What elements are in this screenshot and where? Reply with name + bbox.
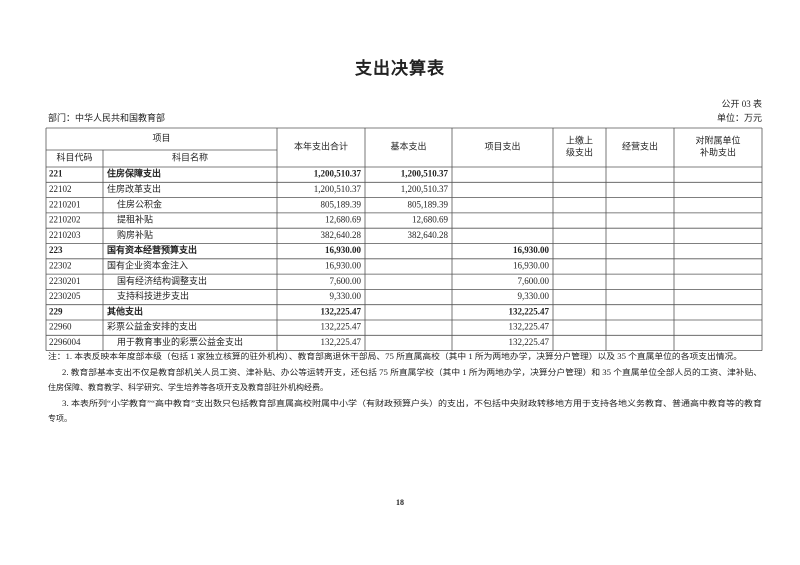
note-line: 3. 本表所列“小学教育”“高中教育”支出数只包括教育部直属高校附属中小学（有财… (62, 398, 762, 408)
subject-code: 221 (49, 169, 63, 179)
column-header: 项目支出 (484, 141, 520, 152)
amount: 7,600.00 (330, 276, 362, 286)
note-line: 专项。 (48, 413, 72, 423)
column-header: 基本支出 (390, 141, 426, 152)
subject-code: 22102 (49, 184, 72, 194)
column-header: 本年支出合计 (294, 141, 348, 152)
subject-name: 其他支出 (107, 305, 143, 316)
subject-code: 229 (49, 306, 63, 316)
department: 部门：中华人民共和国教育部 (48, 112, 165, 123)
subject-code: 2210201 (49, 199, 81, 209)
subject-name: 用于教育事业的彩票公益金支出 (117, 336, 243, 347)
subject-name: 国有资本经营预算支出 (107, 244, 197, 255)
subject-name: 购房补贴 (117, 229, 153, 240)
page-number: 18 (396, 498, 404, 507)
amount: 12,680.69 (325, 215, 362, 225)
amount: 382,640.28 (321, 230, 362, 240)
amount: 16,930.00 (325, 261, 362, 271)
subject-code: 2296004 (49, 337, 81, 347)
subject-code: 2230201 (49, 276, 81, 286)
subject-code: 223 (49, 245, 63, 255)
amount: 16,930.00 (513, 261, 550, 271)
column-header: 经营支出 (622, 141, 658, 152)
subject-name: 住房保障支出 (107, 168, 161, 179)
amount: 16,930.00 (513, 245, 550, 255)
subject-name: 国有企业资本金注入 (107, 260, 188, 271)
note-line: 注：1. 本表反映本年度部本级（包括 1 家独立核算的驻外机构）、教育部离退休干… (48, 351, 742, 361)
subject-code: 22302 (49, 261, 72, 271)
amount: 1,200,510.37 (314, 184, 362, 194)
form-number: 公开 03 表 (721, 98, 762, 109)
subject-code: 22960 (49, 322, 72, 332)
amount: 132,225.47 (509, 322, 550, 332)
amount: 382,640.28 (408, 230, 449, 240)
amount: 805,189.39 (408, 199, 449, 209)
amount: 132,225.47 (321, 306, 362, 316)
column-header: 对附属单位 (695, 135, 740, 146)
title: 支出决算表 (355, 58, 445, 78)
amount: 805,189.39 (321, 199, 362, 209)
note-line: 住房保障、教育教学、科学研究、学生培养等各项开支及教育部驻外机构经费。 (48, 382, 328, 392)
column-header: 科目名称 (172, 152, 208, 163)
amount: 9,330.00 (518, 291, 550, 301)
amount: 132,225.47 (321, 322, 362, 332)
subject-name: 提租补贴 (117, 214, 153, 225)
subject-name: 住房改革支出 (107, 183, 161, 194)
group-header: 项目 (152, 133, 170, 143)
column-header: 补助支出 (700, 147, 736, 158)
subject-name: 支持科技进步支出 (117, 290, 189, 301)
column-header: 科目代码 (56, 152, 92, 163)
subject-code: 2210202 (49, 215, 81, 225)
amount: 1,200,510.37 (401, 184, 449, 194)
amount: 132,225.47 (509, 306, 550, 316)
amount: 7,600.00 (518, 276, 550, 286)
amount: 132,225.47 (509, 337, 550, 347)
unit: 单位：万元 (717, 112, 762, 123)
subject-name: 彩票公益金安排的支出 (107, 321, 197, 332)
column-header: 级支出 (566, 147, 593, 158)
subject-name: 住房公积金 (117, 198, 162, 209)
note-line: 2. 教育部基本支出不仅是教育部机关人员工资、津补贴、办公等运转开支，还包括 7… (62, 367, 762, 377)
amount: 1,200,510.37 (401, 169, 449, 179)
amount: 1,200,510.37 (314, 169, 362, 179)
subject-code: 2230205 (49, 291, 81, 301)
subject-code: 2210203 (49, 230, 81, 240)
column-header: 上缴上 (566, 135, 593, 146)
amount: 132,225.47 (321, 337, 362, 347)
amount: 9,330.00 (330, 291, 362, 301)
amount: 16,930.00 (325, 245, 362, 255)
amount: 12,680.69 (412, 215, 449, 225)
subject-name: 国有经济结构调整支出 (117, 275, 207, 286)
